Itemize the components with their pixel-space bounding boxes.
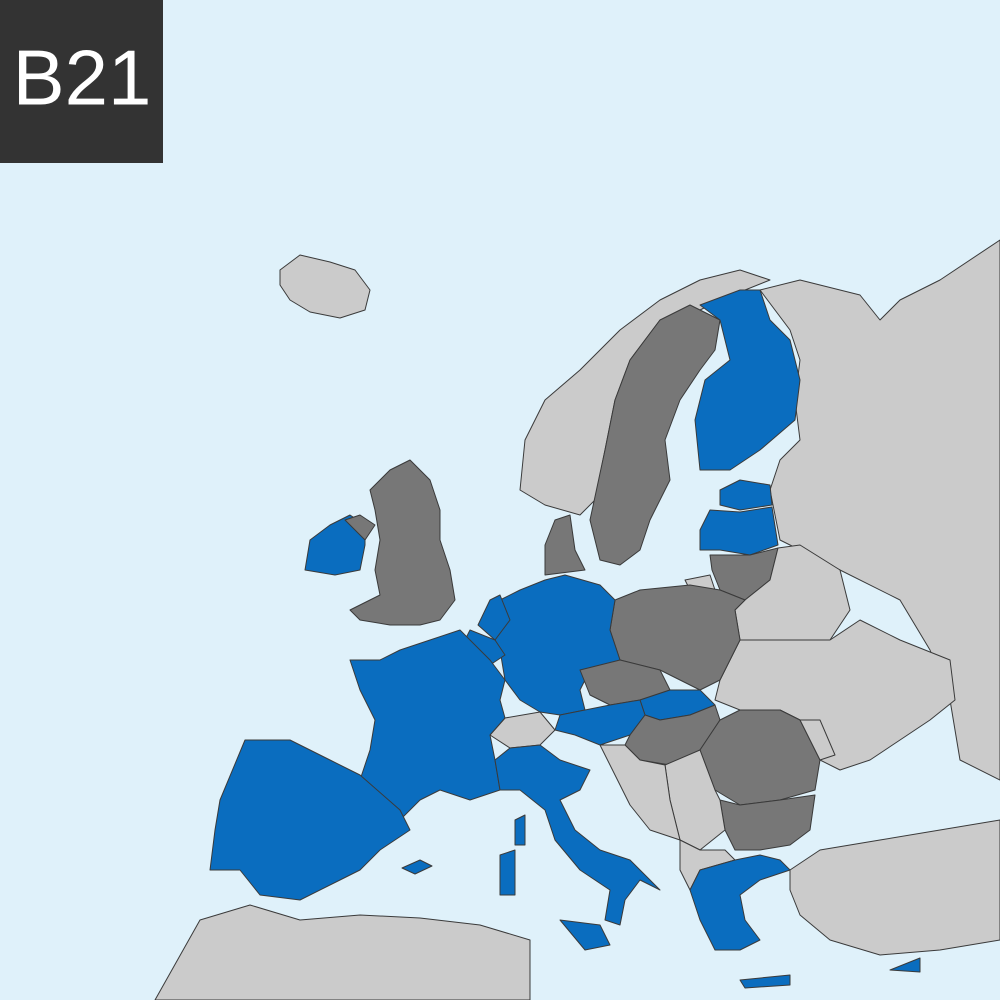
italy — [494, 744, 661, 926]
united-kingdom — [349, 459, 456, 626]
finland — [694, 289, 801, 471]
africa — [154, 904, 531, 1000]
denmark — [544, 514, 586, 576]
estonia — [719, 479, 773, 511]
iceland — [279, 254, 371, 319]
spain-portugal — [209, 739, 411, 901]
netherlands — [477, 594, 511, 641]
moldova — [799, 719, 836, 761]
latvia — [699, 506, 779, 556]
cyprus — [889, 957, 921, 973]
badge-label: B21 — [13, 34, 152, 122]
ukraine — [714, 619, 956, 771]
balearics — [401, 859, 433, 875]
russia — [759, 239, 1000, 781]
countries — [154, 239, 1000, 1000]
bulgaria — [719, 794, 816, 851]
turkey — [789, 819, 1000, 956]
northern-ireland — [344, 514, 376, 541]
greece — [689, 854, 791, 951]
crete — [739, 974, 791, 989]
sweden — [589, 304, 721, 566]
sardinia — [499, 849, 516, 896]
western-balkans — [599, 744, 681, 841]
sicily — [559, 919, 611, 951]
corsica — [514, 814, 526, 846]
badge — [0, 0, 163, 163]
